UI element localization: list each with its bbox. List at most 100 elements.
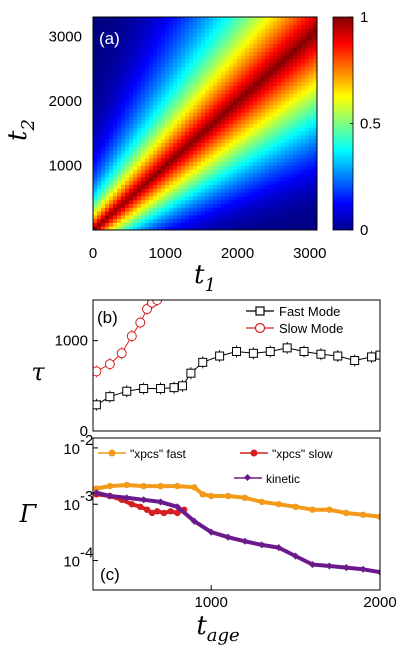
heatmap-cell bbox=[221, 100, 226, 106]
heatmap-cell bbox=[265, 165, 270, 170]
heatmap-cell bbox=[121, 32, 126, 37]
heatmap-cell bbox=[217, 24, 222, 30]
heatmap-cell bbox=[161, 161, 166, 166]
heatmap-cell bbox=[181, 207, 186, 212]
heatmap-cell bbox=[233, 62, 238, 68]
heatmap-cell bbox=[173, 176, 178, 182]
heatmap-cell bbox=[301, 81, 306, 87]
heatmap-cell bbox=[205, 85, 210, 90]
heatmap-cell bbox=[177, 20, 182, 26]
heatmap-cell bbox=[97, 55, 102, 60]
heatmap-cell bbox=[241, 153, 246, 159]
heatmap-cell bbox=[301, 24, 306, 30]
heatmap-cell bbox=[129, 85, 134, 90]
heatmap-cell bbox=[113, 203, 118, 208]
panel-c-point bbox=[93, 485, 100, 492]
heatmap-cell bbox=[141, 115, 146, 121]
heatmap-cell bbox=[125, 180, 130, 185]
heatmap-cell bbox=[93, 146, 98, 151]
heatmap-cell bbox=[173, 123, 178, 128]
heatmap-cell bbox=[301, 123, 306, 128]
heatmap-cell bbox=[269, 66, 274, 71]
heatmap-cell bbox=[221, 207, 226, 212]
heatmap-cell bbox=[197, 36, 202, 41]
heatmap-cell bbox=[253, 169, 258, 174]
heatmap-cell bbox=[109, 218, 114, 223]
heatmap-cell bbox=[293, 24, 298, 30]
heatmap-cell bbox=[173, 207, 178, 212]
heatmap-cell bbox=[173, 17, 178, 22]
heatmap-cell bbox=[173, 184, 178, 189]
heatmap-cell bbox=[165, 191, 170, 197]
heatmap-cell bbox=[141, 36, 146, 41]
heatmap-cell bbox=[161, 62, 166, 68]
heatmap-cell bbox=[253, 100, 258, 106]
heatmap-cell bbox=[277, 180, 282, 185]
heatmap-cell bbox=[157, 51, 162, 56]
heatmap-cell bbox=[97, 150, 102, 155]
heatmap-cell bbox=[209, 32, 214, 37]
heatmap-cell bbox=[297, 100, 302, 106]
heatmap-cell bbox=[129, 66, 134, 71]
heatmap-cell bbox=[277, 55, 282, 60]
heatmap-cell bbox=[93, 165, 98, 170]
heatmap-cell bbox=[237, 184, 242, 189]
heatmap-cell bbox=[269, 112, 274, 117]
heatmap-cell bbox=[105, 119, 110, 125]
heatmap-cell bbox=[113, 39, 118, 45]
heatmap-cell bbox=[117, 108, 122, 113]
heatmap-cell bbox=[149, 17, 154, 22]
heatmap-cell bbox=[141, 142, 146, 147]
heatmap-cell bbox=[201, 134, 206, 140]
heatmap-cell bbox=[93, 157, 98, 163]
heatmap-cell bbox=[245, 165, 250, 170]
heatmap-cell bbox=[297, 112, 302, 117]
heatmap-cell bbox=[289, 203, 294, 208]
heatmap-cell bbox=[109, 191, 114, 197]
heatmap-cell bbox=[193, 100, 198, 106]
heatmap-cell bbox=[145, 150, 150, 155]
heatmap-cell bbox=[313, 104, 317, 109]
heatmap-cell bbox=[177, 89, 182, 94]
heatmap-cell bbox=[217, 47, 222, 52]
heatmap-cell bbox=[233, 138, 238, 144]
heatmap-cell bbox=[241, 119, 246, 125]
heatmap-cell bbox=[269, 214, 274, 220]
heatmap-cell bbox=[141, 207, 146, 212]
panel-b-point bbox=[135, 317, 146, 328]
heatmap-cell bbox=[261, 36, 266, 41]
heatmap-cell bbox=[245, 108, 250, 113]
heatmap-cell bbox=[253, 127, 258, 132]
heatmap-cell bbox=[105, 51, 110, 56]
heatmap-cell bbox=[173, 191, 178, 197]
heatmap-cell bbox=[221, 169, 226, 174]
heatmap-cell bbox=[253, 66, 258, 71]
heatmap-cell bbox=[233, 218, 238, 223]
heatmap-cell bbox=[293, 36, 298, 41]
heatmap-cell bbox=[265, 157, 270, 163]
heatmap-cell bbox=[301, 207, 306, 212]
heatmap-cell bbox=[253, 222, 258, 227]
heatmap-cell bbox=[117, 188, 122, 193]
heatmap-cell bbox=[213, 157, 218, 163]
heatmap-cell bbox=[197, 207, 202, 212]
heatmap-cell bbox=[165, 32, 170, 37]
heatmap-cell bbox=[145, 210, 150, 216]
heatmap-cell bbox=[145, 184, 150, 189]
heatmap-cell bbox=[229, 207, 234, 212]
heatmap-cell bbox=[153, 195, 158, 201]
heatmap-cell bbox=[197, 28, 202, 33]
panel-c-point bbox=[326, 506, 333, 513]
heatmap-cell bbox=[125, 172, 130, 178]
heatmap-cell bbox=[297, 47, 302, 52]
heatmap-cell bbox=[97, 20, 102, 26]
heatmap-cell bbox=[261, 58, 266, 64]
heatmap-cell bbox=[229, 47, 234, 52]
heatmap-cell bbox=[141, 32, 146, 37]
heatmap-cell bbox=[129, 17, 134, 22]
heatmap-cell bbox=[149, 77, 154, 83]
heatmap-cell bbox=[149, 24, 154, 30]
heatmap-cell bbox=[129, 157, 134, 163]
heatmap-cell bbox=[225, 100, 230, 106]
heatmap-cell bbox=[149, 32, 154, 37]
